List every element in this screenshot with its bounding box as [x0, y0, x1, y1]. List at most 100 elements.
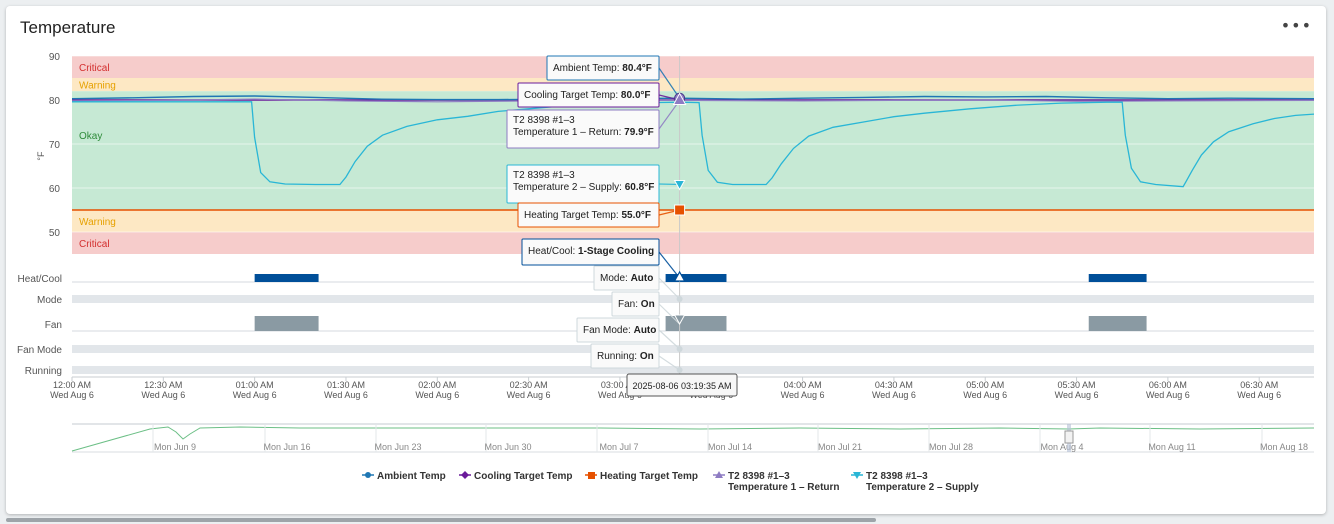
state-block-2-1	[665, 316, 727, 331]
navigator-label-9: Mon Aug 11	[1148, 442, 1195, 452]
y-tick-label-2: 70	[49, 140, 61, 151]
tooltip-connector-running	[658, 355, 680, 371]
tooltip-value: 60.8°F	[625, 182, 655, 193]
tooltip-connector-fan	[658, 303, 681, 325]
band-2	[72, 91, 1314, 210]
tooltip-text-return-1: Temperature 1 – Return: 79.9°F	[513, 127, 654, 138]
navigator-label-2: Mon Jun 23	[374, 442, 421, 452]
legend-marker-3	[715, 471, 723, 478]
crosshair-label-text: 2025-08-06 03:19:35 AM	[632, 381, 731, 391]
tooltip-label: T2 8398 #1–3	[513, 170, 575, 181]
navigator-label-0: Mon Jun 9	[154, 442, 196, 452]
x-tick-day-13: Wed Aug 6	[1237, 390, 1281, 400]
navigator-label-7: Mon Jul 28	[929, 442, 973, 452]
tooltip-connector-return	[658, 100, 681, 130]
tooltip-box-fanmode	[576, 317, 660, 343]
hover-marker-heatcool	[673, 270, 686, 282]
y-axis-label: °F	[36, 151, 46, 161]
navigator-label-1: Mon Jun 16	[263, 442, 310, 452]
x-tick-day-12: Wed Aug 6	[1146, 390, 1190, 400]
legend-marker-0	[365, 472, 371, 478]
state-block-2-2	[1088, 316, 1147, 331]
hover-marker-row-1	[676, 296, 683, 302]
page-scrollbar[interactable]	[6, 518, 876, 522]
band-3	[72, 210, 1314, 232]
legend-label-4-0: T2 8398 #1–3	[866, 471, 928, 482]
tooltip-label: Cooling Target Temp:	[524, 90, 621, 101]
hover-marker-fan	[673, 314, 686, 326]
state-block-0-2	[1088, 274, 1147, 282]
tooltip-box-cooling	[517, 82, 660, 108]
x-tick-day-8: Wed Aug 6	[781, 390, 825, 400]
legend-label-4-1: Temperature 2 – Supply	[866, 482, 979, 493]
x-tick-day-1: Wed Aug 6	[141, 390, 185, 400]
hover-marker-return	[672, 92, 687, 105]
tooltip-box-return	[506, 109, 660, 149]
tooltip-text-fanmode-0: Fan Mode: Auto	[583, 325, 656, 336]
x-tick-time-8: 04:00 AM	[784, 380, 822, 390]
tooltip-connector-mode	[658, 277, 681, 300]
y-tick-label-1: 60	[49, 184, 61, 195]
tooltip-label: Fan Mode:	[583, 325, 634, 336]
range-handle-icon[interactable]	[1064, 430, 1074, 444]
tooltip-box-heating	[517, 202, 660, 228]
x-tick-day-10: Wed Aug 6	[963, 390, 1007, 400]
legend-label-3-1: Temperature 1 – Return	[728, 482, 840, 493]
x-tick-time-0: 12:00 AM	[53, 380, 91, 390]
state-row-label-3: Fan Mode	[17, 345, 62, 356]
x-tick-time-6: 03:00 AM	[601, 380, 639, 390]
tooltip-text-fan-0: Fan: On	[618, 299, 655, 310]
tooltip-value: On	[640, 351, 654, 362]
x-tick-time-9: 04:30 AM	[875, 380, 913, 390]
series-line-4	[72, 101, 1315, 188]
legend-item-2[interactable]: Heating Target Temp	[585, 471, 698, 482]
state-block-0-0	[254, 274, 319, 282]
tooltip-text-cooling-0: Cooling Target Temp: 80.0°F	[524, 90, 651, 101]
legend-item-0[interactable]: Ambient Temp	[362, 471, 446, 482]
state-row-label-1: Mode	[37, 295, 62, 306]
crosshair-label-box	[626, 373, 738, 397]
x-tick-day-9: Wed Aug 6	[872, 390, 916, 400]
x-tick-time-13: 06:30 AM	[1240, 380, 1278, 390]
legend-item-1[interactable]: Cooling Target Temp	[459, 471, 573, 482]
band-0	[72, 56, 1314, 78]
card-title: Temperature	[20, 18, 116, 37]
tooltip-text-ambient-0: Ambient Temp: 80.4°F	[553, 63, 652, 74]
x-tick-day-4: Wed Aug 6	[415, 390, 459, 400]
x-tick-time-12: 06:00 AM	[1149, 380, 1187, 390]
navigator-label-6: Mon Jul 21	[818, 442, 862, 452]
tooltip-value: 79.9°F	[624, 127, 654, 138]
tooltip-label: Ambient Temp:	[553, 63, 622, 74]
x-tick-time-3: 01:30 AM	[327, 380, 365, 390]
tooltip-label: Fan:	[618, 299, 641, 310]
tooltip-text-mode-0: Mode: Auto	[600, 273, 653, 284]
more-horizontal-icon[interactable]: •••	[1280, 16, 1312, 35]
state-row-label-4: Running	[25, 366, 62, 377]
hover-marker-row-4	[676, 367, 683, 373]
band-label-2: Okay	[79, 131, 102, 142]
state-block-0-1	[665, 274, 727, 282]
legend-label-1-0: Cooling Target Temp	[474, 471, 573, 482]
x-tick-time-4: 02:00 AM	[418, 380, 456, 390]
navigator-label-10: Mon Aug 18	[1260, 442, 1308, 452]
legend-label-0-0: Ambient Temp	[377, 471, 446, 482]
tooltip-label: Running:	[597, 351, 640, 362]
tooltip-value: Auto	[631, 273, 654, 284]
x-tick-time-5: 02:30 AM	[510, 380, 548, 390]
tooltip-text-running-0: Running: On	[597, 351, 654, 362]
band-label-1: Warning	[79, 81, 116, 92]
state-track-4	[72, 366, 1314, 374]
x-tick-time-10: 05:00 AM	[966, 380, 1004, 390]
tooltip-text-heating-0: Heating Target Temp: 55.0°F	[524, 210, 651, 221]
band-label-3: Warning	[79, 217, 116, 228]
y-tick-label-3: 80	[49, 96, 61, 107]
y-tick-label-4: 90	[49, 52, 61, 63]
legend-label-2-0: Heating Target Temp	[600, 471, 698, 482]
state-row-label-2: Fan	[45, 320, 62, 331]
x-tick-time-2: 01:00 AM	[236, 380, 274, 390]
navigator-label-5: Mon Jul 14	[708, 442, 752, 452]
tooltip-label: Heating Target Temp:	[524, 210, 621, 221]
